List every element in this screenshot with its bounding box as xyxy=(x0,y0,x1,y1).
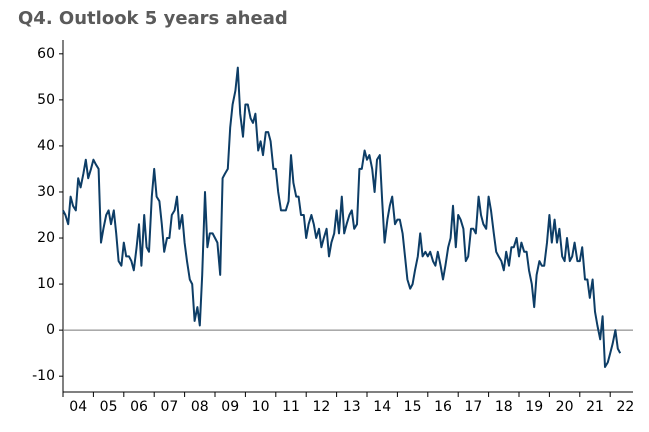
x-tick-label: 21 xyxy=(586,399,604,415)
y-tick-label: 50 xyxy=(37,92,55,108)
chart-title: Q4. Outlook 5 years ahead xyxy=(18,8,288,29)
x-tick-label: 11 xyxy=(282,399,300,415)
y-tick-label: 30 xyxy=(37,184,55,200)
x-tick-label: 04 xyxy=(69,399,87,415)
y-tick-label: 10 xyxy=(37,276,55,292)
y-tick-label: 0 xyxy=(46,322,55,338)
x-tick-label: 10 xyxy=(252,399,270,415)
x-tick-label: 13 xyxy=(343,399,361,415)
x-tick-label: 15 xyxy=(404,399,422,415)
data-line xyxy=(62,66,622,368)
x-tick-label: 16 xyxy=(434,399,452,415)
x-tick-label: 12 xyxy=(312,399,330,415)
x-tick-label: 20 xyxy=(556,399,574,415)
y-tick-label: 20 xyxy=(37,230,55,246)
x-tick-label: 14 xyxy=(373,399,391,415)
x-tick-label: 18 xyxy=(495,399,513,415)
y-tick-label: 60 xyxy=(37,46,55,62)
x-tick-label: 22 xyxy=(616,399,634,415)
x-tick-label: 08 xyxy=(191,399,209,415)
x-tick-label: 07 xyxy=(160,399,178,415)
x-tick-label: 17 xyxy=(464,399,482,415)
x-tick-label: 06 xyxy=(130,399,148,415)
y-tick-label: -10 xyxy=(32,368,55,384)
x-tick-label: 05 xyxy=(100,399,118,415)
y-tick-label: 40 xyxy=(37,138,55,154)
x-tick-label: 09 xyxy=(221,399,239,415)
x-tick-label: 19 xyxy=(525,399,543,415)
